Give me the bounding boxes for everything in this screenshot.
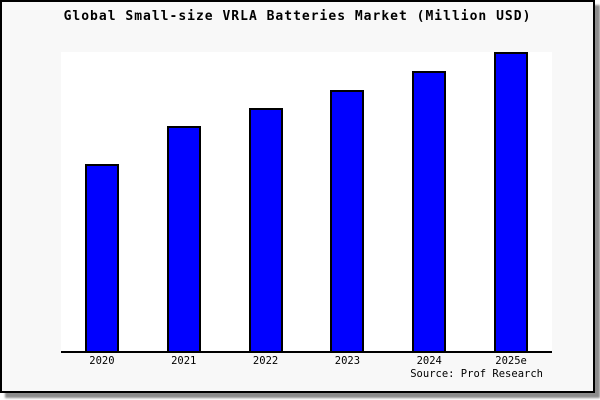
source-credit: Source: Prof Research	[410, 368, 543, 380]
x-tick-label-2021: 2021	[171, 355, 197, 367]
x-tick-label-2024: 2024	[416, 355, 442, 367]
bar-2023	[330, 89, 365, 351]
x-axis-labels: 2020 2021 2022 2023 2024 2025e	[61, 355, 552, 367]
chart-figure: Global Small-size VRLA Batteries Market …	[0, 0, 595, 393]
x-tick-label-2020: 2020	[89, 355, 115, 367]
bar-2020	[84, 164, 119, 351]
plot-area	[61, 52, 552, 353]
chart-title: Global Small-size VRLA Batteries Market …	[63, 9, 532, 24]
bar-2022	[248, 107, 283, 351]
bar-2021	[166, 125, 201, 351]
x-tick-label-2025e: 2025e	[495, 355, 527, 367]
x-tick-label-2023: 2023	[334, 355, 361, 367]
bar-2024	[412, 71, 447, 351]
bar-2025e	[494, 52, 529, 351]
x-tick-label-2022: 2022	[252, 355, 279, 367]
